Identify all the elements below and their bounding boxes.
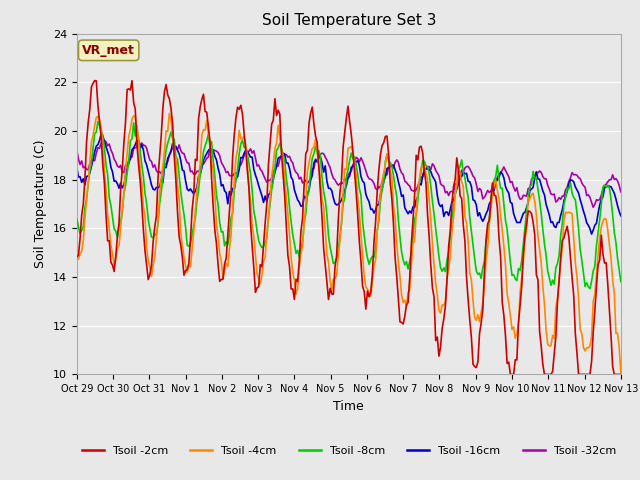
Y-axis label: Soil Temperature (C): Soil Temperature (C)	[35, 140, 47, 268]
Legend: Tsoil -2cm, Tsoil -4cm, Tsoil -8cm, Tsoil -16cm, Tsoil -32cm: Tsoil -2cm, Tsoil -4cm, Tsoil -8cm, Tsoi…	[77, 441, 621, 460]
Title: Soil Temperature Set 3: Soil Temperature Set 3	[262, 13, 436, 28]
Text: VR_met: VR_met	[82, 44, 135, 57]
X-axis label: Time: Time	[333, 400, 364, 413]
